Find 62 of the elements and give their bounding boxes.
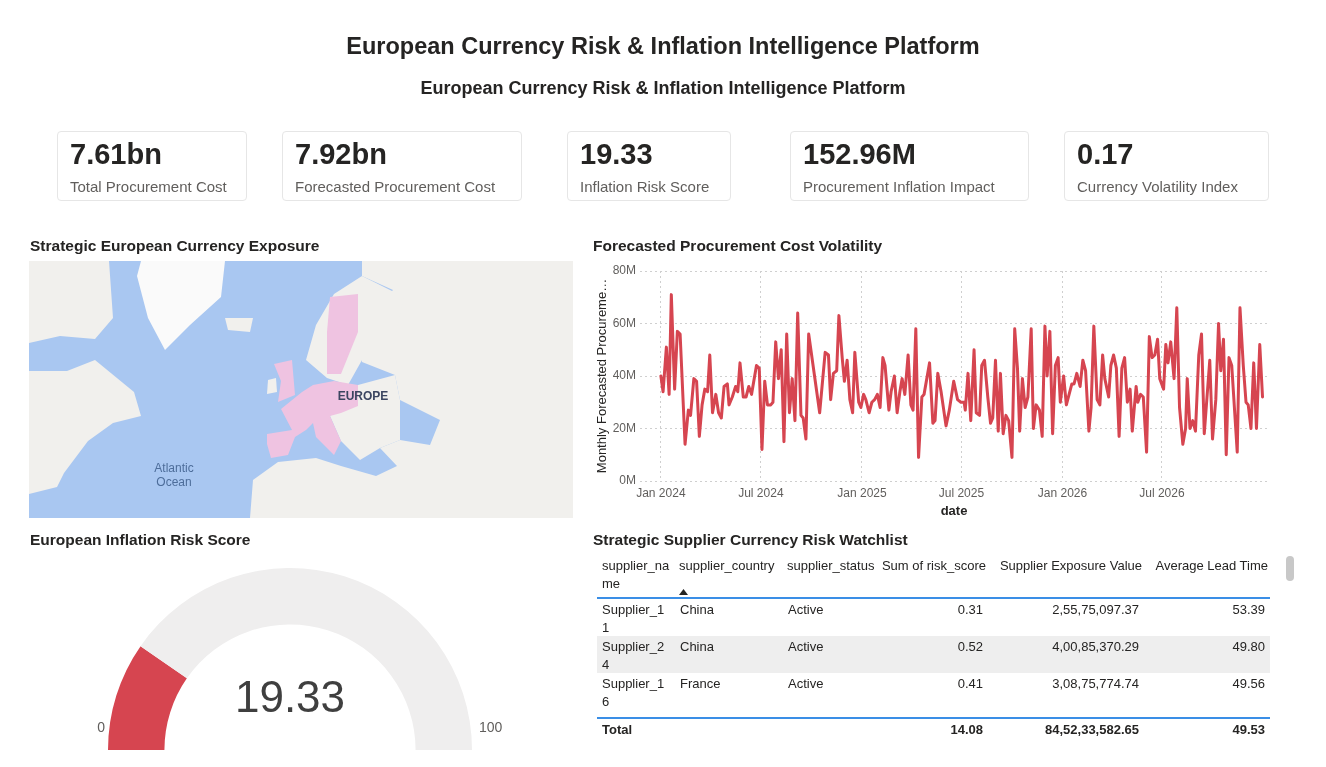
- text: 84,52,33,582.65: [1045, 722, 1139, 737]
- card: 0.17 Currency Volatility Index: [1064, 131, 1269, 201]
- text: Active: [788, 676, 824, 691]
- y-tick-label: 40M: [612, 368, 636, 383]
- text: 2,55,75,097.37: [1052, 602, 1139, 617]
- text: Total: [602, 722, 633, 737]
- text: Strategic European Currency Exposure: [30, 237, 320, 255]
- x-tick-label: Jan 2026: [1037, 485, 1088, 500]
- category-label: Currency Volatility Index: [1077, 178, 1238, 196]
- category-label: Total Procurement Cost: [70, 178, 227, 196]
- text: China: [680, 639, 714, 654]
- category-label: Supplier Exposure Value: [999, 558, 1142, 573]
- x-tick-label: Jan 2025: [837, 485, 887, 500]
- text: 100: [479, 718, 503, 735]
- x-tick-label: Jul 2026: [1139, 485, 1185, 500]
- text: 3,08,75,774.74: [1052, 676, 1139, 691]
- category-label: supplier_country: [679, 558, 775, 573]
- chart-title: European Inflation Risk Score: [30, 531, 251, 549]
- text: Atlantic Ocean: [153, 461, 195, 489]
- x-tick-label: Jul 2025: [938, 485, 985, 500]
- text: Active: [788, 602, 824, 617]
- chart-title: Forecasted Procurement Cost Volatility: [593, 237, 883, 255]
- category-label: supplier_name: [602, 558, 670, 591]
- x-tick-label: Jul 2024: [738, 485, 784, 500]
- text: 0.41: [957, 676, 983, 691]
- text: Supplier_11: [602, 602, 665, 635]
- category-label: Average Lead Time: [1155, 558, 1268, 573]
- text: 49.53: [1232, 722, 1265, 737]
- category-label: Procurement Inflation Impact: [803, 178, 995, 196]
- card: 19.33 Inflation Risk Score: [567, 131, 731, 201]
- card: 152.96M Procurement Inflation Impact: [790, 131, 1029, 201]
- text: 49.56: [1232, 676, 1265, 691]
- category-label: supplier_status: [787, 558, 875, 573]
- text: 0.52: [957, 639, 983, 654]
- x-axis-title: date: [940, 502, 968, 518]
- text: 53.39: [1232, 602, 1265, 617]
- text: European Currency Risk & Inflation Intelligence Platform: [345, 32, 981, 60]
- text: Active: [788, 639, 824, 654]
- text: 0.31: [957, 602, 983, 617]
- text: Supplier_16: [602, 676, 665, 709]
- text: France: [680, 676, 721, 691]
- x-tick-label: Jan 2024: [636, 485, 686, 500]
- text: 49.80: [1232, 639, 1265, 654]
- text: 19.33: [234, 672, 346, 722]
- text: European Currency Risk & Inflation Intelligence Platform: [419, 77, 907, 99]
- card: 7.61bn Total Procurement Cost: [57, 131, 247, 201]
- text: 14.08: [950, 722, 983, 737]
- text: Strategic Supplier Currency Risk Watchlist: [593, 531, 908, 549]
- y-tick-label: 80M: [612, 263, 636, 278]
- y-tick-label: 0M: [619, 473, 636, 488]
- card: 7.92bn Forecasted Procurement Cost: [282, 131, 522, 201]
- y-axis-title: Monthly Forecasted Procureme…: [594, 278, 610, 474]
- text: Supplier_24: [602, 639, 665, 672]
- y-tick-label: 60M: [612, 315, 636, 330]
- category-label: Sum of risk_score: [881, 558, 986, 573]
- category-label: Inflation Risk Score: [580, 178, 710, 196]
- text: EUROPE: [336, 389, 390, 403]
- text: 0: [97, 718, 106, 735]
- y-tick-label: 20M: [612, 420, 636, 435]
- category-label: Forecasted Procurement Cost: [295, 178, 496, 196]
- text: 4,00,85,370.29: [1052, 639, 1139, 654]
- text: China: [680, 602, 714, 617]
